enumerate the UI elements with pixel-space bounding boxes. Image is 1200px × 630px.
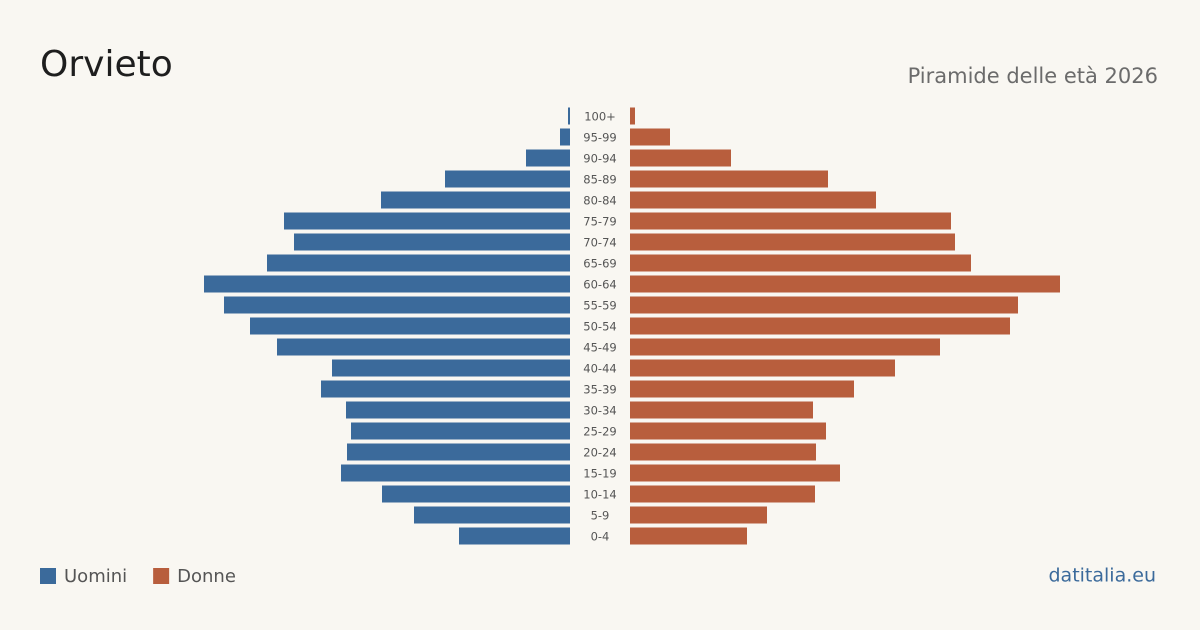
age-label: 85-89 — [583, 173, 616, 187]
legend-swatch — [40, 568, 56, 584]
bar — [277, 338, 570, 356]
bar — [351, 422, 570, 440]
bar — [459, 527, 570, 545]
age-label: 15-19 — [583, 467, 616, 481]
bar — [224, 296, 570, 314]
age-label: 70-74 — [583, 236, 616, 250]
bar — [630, 296, 1018, 314]
age-label: 0-4 — [591, 530, 610, 544]
bar — [294, 233, 570, 251]
bar — [250, 317, 570, 335]
bar — [332, 359, 570, 377]
bar — [630, 422, 826, 440]
bar — [382, 485, 570, 503]
age-label: 30-34 — [583, 404, 616, 418]
age-label: 20-24 — [583, 446, 616, 460]
age-label: 80-84 — [583, 194, 616, 208]
age-label: 100+ — [584, 110, 616, 124]
age-label: 45-49 — [583, 341, 616, 355]
bar — [630, 233, 955, 251]
bar — [284, 212, 570, 230]
bar — [347, 443, 570, 461]
age-label: 40-44 — [583, 362, 616, 376]
bar — [267, 254, 570, 272]
legend-label: Donne — [177, 566, 236, 587]
bar — [630, 170, 828, 188]
age-label: 65-69 — [583, 257, 616, 271]
legend-swatch — [153, 568, 170, 584]
bar — [568, 107, 570, 125]
age-label: 25-29 — [583, 425, 616, 439]
age-label: 50-54 — [583, 320, 616, 334]
bar — [630, 485, 815, 503]
bar — [630, 338, 940, 356]
bar — [630, 359, 895, 377]
age-label: 60-64 — [583, 278, 616, 292]
age-label: 35-39 — [583, 383, 616, 397]
source: datitalia.eu — [1049, 565, 1157, 587]
bar — [560, 128, 570, 146]
bar — [630, 254, 971, 272]
bar — [321, 380, 570, 398]
bar — [630, 401, 813, 419]
age-label: 10-14 — [583, 488, 616, 502]
bar — [630, 275, 1060, 293]
chart-subtitle: Piramide delle età 2026 — [908, 64, 1158, 88]
legend-label: Uomini — [64, 566, 127, 587]
bar — [381, 191, 570, 209]
bar — [630, 506, 767, 524]
bar — [630, 380, 854, 398]
bar — [204, 275, 570, 293]
age-label: 55-59 — [583, 299, 616, 313]
bar — [526, 149, 570, 167]
bar — [630, 464, 840, 482]
bar — [341, 464, 570, 482]
age-label: 75-79 — [583, 215, 616, 229]
bar — [630, 107, 635, 125]
bar — [630, 443, 816, 461]
bar — [445, 170, 570, 188]
bar — [630, 149, 731, 167]
bar — [630, 191, 876, 209]
bar — [630, 527, 747, 545]
age-label: 5-9 — [591, 509, 610, 523]
chart-title: Orvieto — [40, 44, 173, 85]
bar — [414, 506, 570, 524]
bar — [630, 317, 1010, 335]
bar — [630, 128, 670, 146]
age-label: 95-99 — [583, 131, 616, 145]
age-label: 90-94 — [583, 152, 616, 166]
bar — [630, 212, 951, 230]
bar — [346, 401, 570, 419]
